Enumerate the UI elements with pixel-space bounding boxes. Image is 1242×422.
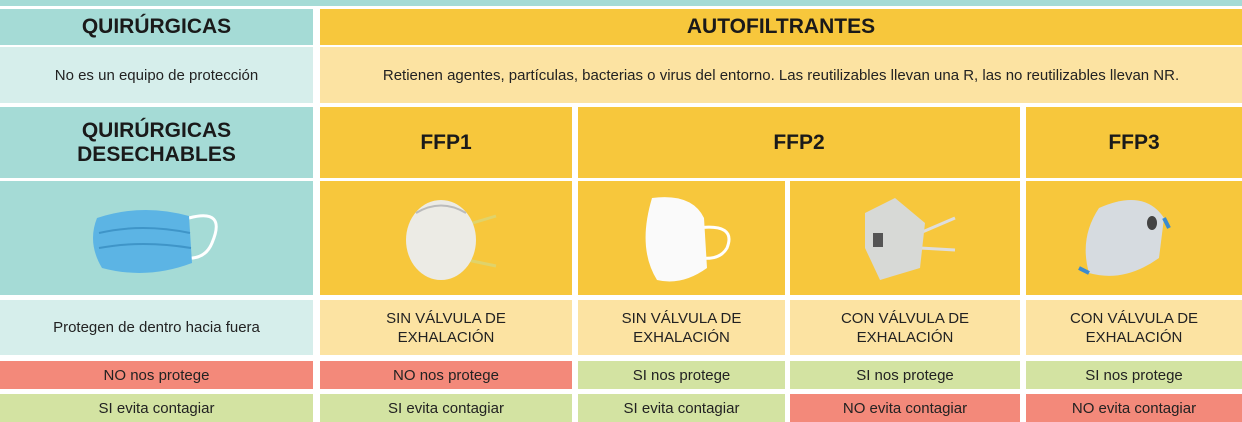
protection-cell: NO nos protege [320,361,572,389]
valve-cell: SIN VÁLVULA DE EXHALACIÓN [320,300,572,355]
header-cell: AUTOFILTRANTES [320,9,1242,45]
description-cell: No es un equipo de protección [0,47,313,103]
type-cell: QUIRÚRGICAS DESECHABLES [0,107,313,178]
description-cell: Retienen agentes, partículas, bacterias … [320,47,1242,103]
type-cell: FFP1 [320,107,572,178]
contagion-cell: NO evita contagiar [1026,394,1242,422]
protection-cell: SI nos protege [578,361,785,389]
valve-cell: SIN VÁLVULA DE EXHALACIÓN [578,300,785,355]
valve-cell: CON VÁLVULA DE EXHALACIÓN [790,300,1020,355]
header-cell: QUIRÚRGICAS [0,9,313,45]
surgical-mask [92,209,218,273]
image-cell [578,181,785,295]
top-strip [0,0,1242,6]
valve-cell: CON VÁLVULA DE EXHALACIÓN [1026,300,1242,355]
ffp2-mask [645,197,730,282]
contagion-cell: SI evita contagiar [578,394,785,422]
image-cell [790,181,1020,295]
contagion-cell: SI evita contagiar [320,394,572,422]
valve-cell: Protegen de dentro hacia fuera [0,300,313,355]
protection-cell: SI nos protege [790,361,1020,389]
ffp2-valve-mask [865,198,956,280]
protection-cell: SI nos protege [1026,361,1242,389]
contagion-cell: NO evita contagiar [790,394,1020,422]
ffp1-mask [406,200,497,280]
image-cell [0,181,313,295]
image-cell [320,181,572,295]
type-cell: FFP2 [578,107,1020,178]
type-cell: FFP3 [1026,107,1242,178]
contagion-cell: SI evita contagiar [0,394,313,422]
protection-cell: NO nos protege [0,361,313,389]
image-cell [1026,181,1242,295]
ffp3-mask [1078,200,1171,276]
